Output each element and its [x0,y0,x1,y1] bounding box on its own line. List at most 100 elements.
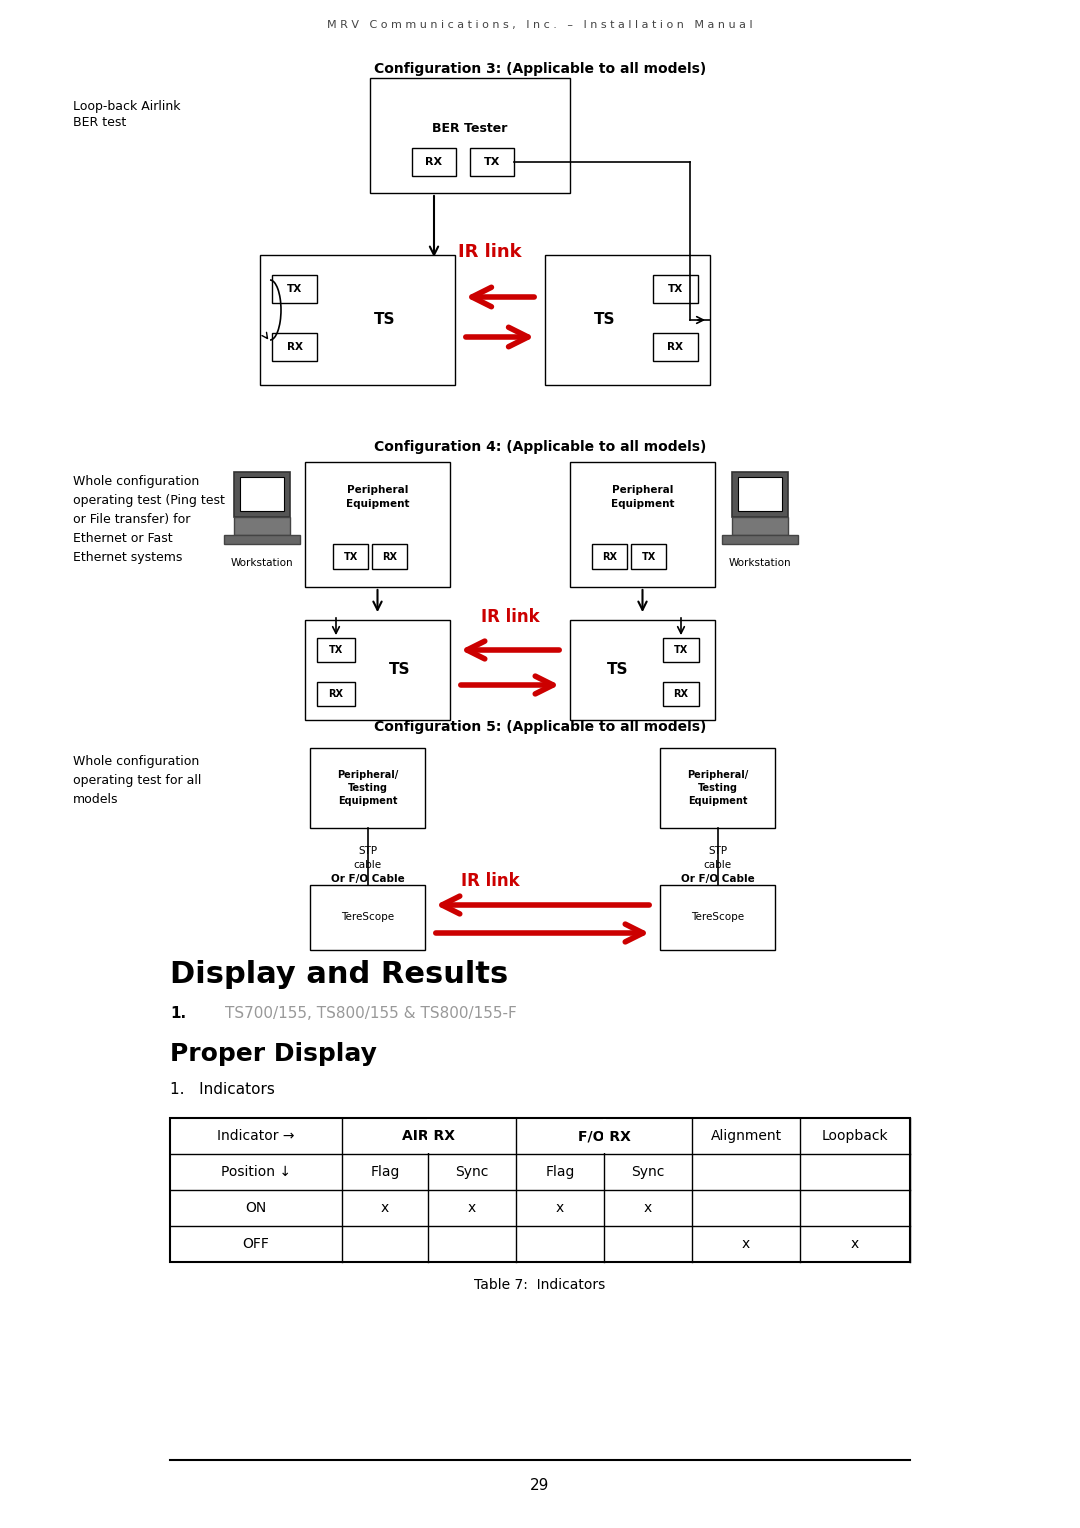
Text: Peripheral/
Testing
Equipment: Peripheral/ Testing Equipment [687,770,748,807]
Text: M R V   C o m m u n i c a t i o n s ,   I n c .   –   I n s t a l l a t i o n   : M R V C o m m u n i c a t i o n s , I n … [327,20,753,31]
Text: Position ↓: Position ↓ [221,1164,291,1180]
Text: Or F/O Cable: Or F/O Cable [330,874,404,885]
Text: Configuration 3: (Applicable to all models): Configuration 3: (Applicable to all mode… [374,63,706,76]
Bar [738,477,782,510]
Text: Loop-back Airlink: Loop-back Airlink [73,99,180,113]
Text: Workstation: Workstation [231,558,294,568]
Bar [333,544,368,568]
Bar [660,749,775,828]
Text: STP: STP [357,847,377,856]
Bar [272,275,318,303]
Text: RX: RX [602,552,617,561]
Text: 1.   Indicators: 1. Indicators [170,1082,275,1097]
Text: Peripheral
Equipment: Peripheral Equipment [346,484,409,509]
Text: OFF: OFF [243,1238,269,1251]
Bar [272,333,318,361]
Text: Table 7:  Indicators: Table 7: Indicators [474,1277,606,1293]
Bar [318,681,355,706]
Text: RX: RX [667,342,683,351]
Text: AIR RX: AIR RX [403,1129,456,1143]
Text: TS: TS [607,663,629,677]
Text: Peripheral
Equipment: Peripheral Equipment [611,484,674,509]
Bar [260,255,455,385]
Text: 29: 29 [530,1478,550,1493]
Text: Peripheral/
Testing
Equipment: Peripheral/ Testing Equipment [337,770,399,807]
Text: STP: STP [707,847,727,856]
Text: Sync: Sync [456,1164,488,1180]
Text: x: x [742,1238,751,1251]
Bar [305,461,450,587]
Text: RX: RX [674,689,689,698]
Bar [653,333,698,361]
Text: RX: RX [426,157,443,167]
Text: TX: TX [329,645,343,656]
Bar [427,1118,430,1154]
Text: ON: ON [245,1201,267,1215]
Text: TS700/155, TS800/155 & TS800/155-F: TS700/155, TS800/155 & TS800/155-F [225,1005,516,1021]
Text: Configuration 5: (Applicable to all models): Configuration 5: (Applicable to all mode… [374,720,706,733]
Bar [310,749,426,828]
Text: 1.: 1. [170,1005,186,1021]
Bar [310,885,426,950]
Text: IR link: IR link [458,243,522,261]
Bar [224,535,300,544]
Bar [570,620,715,720]
Bar [370,78,570,193]
Text: x: x [556,1201,564,1215]
Bar [663,639,699,662]
Text: Workstation: Workstation [729,558,792,568]
Bar [240,477,284,510]
Text: Loopback: Loopback [822,1129,889,1143]
Text: Flag: Flag [545,1164,575,1180]
Bar [234,516,291,535]
Bar [592,544,627,568]
Text: x: x [381,1201,389,1215]
Bar [653,275,698,303]
Text: TS: TS [375,313,395,327]
Text: Sync: Sync [632,1164,664,1180]
Text: IR link: IR link [481,608,539,626]
Bar [318,639,355,662]
Bar [603,1118,606,1154]
Bar [660,885,775,950]
Text: F/O RX: F/O RX [578,1129,631,1143]
Bar [411,148,456,176]
Text: Display and Results: Display and Results [170,960,509,989]
Text: Alignment: Alignment [711,1129,782,1143]
Text: TereScope: TereScope [691,912,744,923]
Text: TS: TS [594,313,616,327]
Text: BER Tester: BER Tester [432,122,508,134]
Bar [631,544,666,568]
Text: TS: TS [389,663,410,677]
Bar [470,148,514,176]
Text: TX: TX [642,552,656,561]
Text: IR link: IR link [461,872,519,889]
Text: TX: TX [667,284,683,293]
Text: Or F/O Cable: Or F/O Cable [680,874,754,885]
Text: x: x [851,1238,859,1251]
Text: RX: RX [286,342,302,351]
Text: x: x [468,1201,476,1215]
Bar [170,1118,910,1262]
Text: Whole configuration
operating test for all
models: Whole configuration operating test for a… [73,755,201,805]
Bar [732,472,788,516]
Text: cable: cable [703,860,731,869]
Bar [723,535,798,544]
Text: TX: TX [287,284,302,293]
Text: x: x [644,1201,652,1215]
Bar [570,461,715,587]
Bar [663,681,699,706]
Text: BER test: BER test [73,116,126,128]
Text: TX: TX [674,645,688,656]
Text: Flag: Flag [370,1164,400,1180]
Text: Whole configuration
operating test (Ping test
or File transfer) for
Ethernet or : Whole configuration operating test (Ping… [73,475,225,564]
Text: Proper Display: Proper Display [170,1042,377,1067]
Text: TereScope: TereScope [341,912,394,923]
Text: RX: RX [382,552,397,561]
Text: Indicator →: Indicator → [217,1129,295,1143]
Bar [305,620,450,720]
Text: Configuration 4: (Applicable to all models): Configuration 4: (Applicable to all mode… [374,440,706,454]
Text: RX: RX [328,689,343,698]
Bar [372,544,407,568]
Bar [234,472,291,516]
